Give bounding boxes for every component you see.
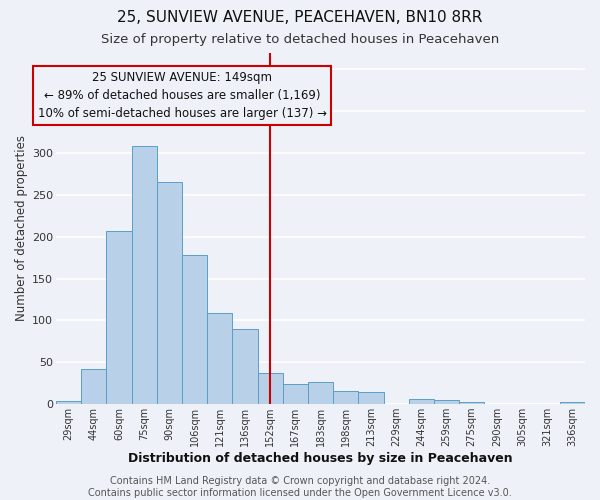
Bar — [232, 329, 257, 404]
Bar — [560, 402, 585, 404]
Text: 25 SUNVIEW AVENUE: 149sqm
← 89% of detached houses are smaller (1,169)
10% of se: 25 SUNVIEW AVENUE: 149sqm ← 89% of detac… — [38, 71, 326, 120]
Text: Size of property relative to detached houses in Peacehaven: Size of property relative to detached ho… — [101, 32, 499, 46]
Bar — [459, 402, 484, 404]
Y-axis label: Number of detached properties: Number of detached properties — [15, 136, 28, 322]
Bar — [131, 146, 157, 404]
Text: 25, SUNVIEW AVENUE, PEACEHAVEN, BN10 8RR: 25, SUNVIEW AVENUE, PEACEHAVEN, BN10 8RR — [118, 10, 482, 25]
Bar — [434, 400, 459, 404]
Bar — [358, 392, 383, 404]
Text: Contains HM Land Registry data © Crown copyright and database right 2024.
Contai: Contains HM Land Registry data © Crown c… — [88, 476, 512, 498]
Bar — [283, 384, 308, 404]
Bar — [106, 231, 131, 404]
Bar — [182, 255, 207, 404]
X-axis label: Distribution of detached houses by size in Peacehaven: Distribution of detached houses by size … — [128, 452, 513, 465]
Bar — [56, 401, 81, 404]
Bar — [81, 369, 106, 404]
Bar — [409, 399, 434, 404]
Bar — [207, 313, 232, 404]
Bar — [157, 182, 182, 404]
Bar — [333, 391, 358, 404]
Bar — [308, 382, 333, 404]
Bar — [257, 373, 283, 404]
